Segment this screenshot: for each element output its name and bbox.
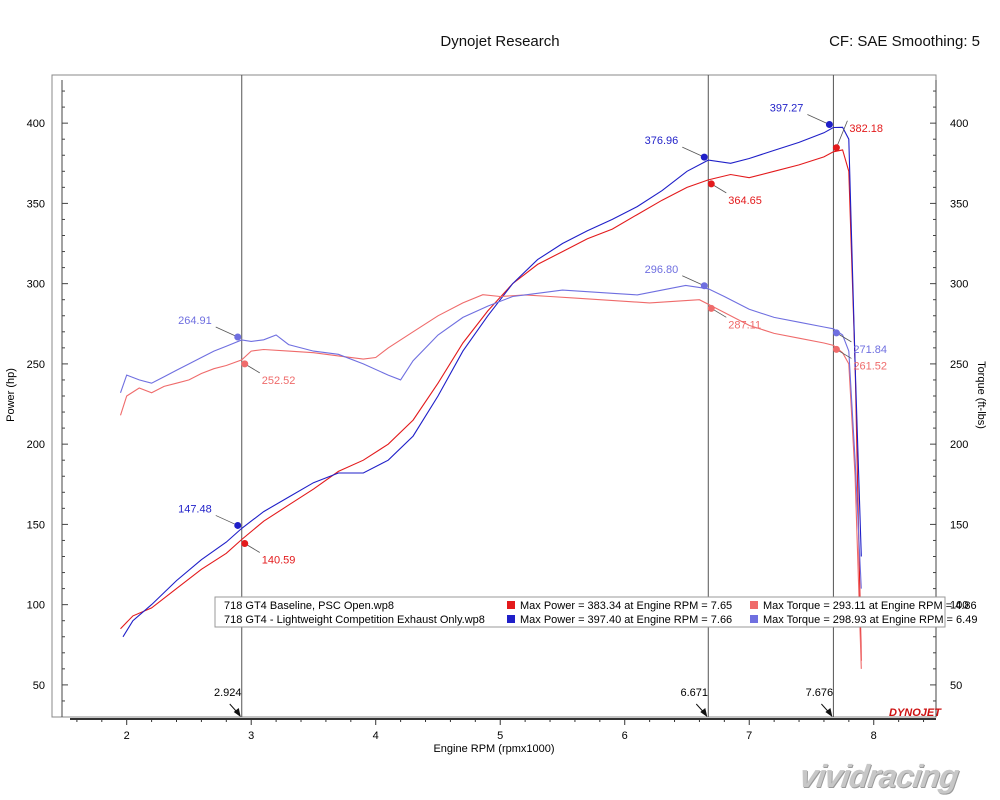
legend-swatch bbox=[750, 601, 758, 609]
annotation-label: 382.18 bbox=[849, 123, 883, 135]
rpm-marker-value: 2.924 bbox=[214, 687, 242, 699]
annotation-leader bbox=[682, 146, 705, 158]
annotation-label: 261.52 bbox=[853, 360, 887, 372]
axes-layer: 2 3 4 5 6 7 8 50 100 150 200 250 300 350 400 50 100 150 20… bbox=[27, 80, 968, 742]
annotation-label: 252.52 bbox=[262, 375, 296, 387]
x-tick-label: 5 bbox=[497, 730, 503, 742]
annotation-label: 147.48 bbox=[178, 503, 212, 515]
x-tick-label: 8 bbox=[871, 730, 877, 742]
series-line-3 bbox=[119, 294, 862, 669]
rpm-marker-arrowhead bbox=[700, 708, 708, 717]
x-tick-label: 4 bbox=[373, 730, 379, 742]
legend-run-label: 718 GT4 - Lightweight Competition Exhaus… bbox=[224, 614, 485, 626]
annotation-arrowhead bbox=[832, 329, 840, 337]
watermark-logo: vividracing bbox=[797, 758, 961, 794]
y2-tick-label: 150 bbox=[950, 519, 968, 531]
series-line-2 bbox=[122, 126, 862, 638]
rpm-marker-value: 7.676 bbox=[806, 687, 834, 699]
y-tick-label: 150 bbox=[27, 519, 45, 531]
y-tick-label: 50 bbox=[33, 680, 45, 692]
y-tick-label: 250 bbox=[27, 359, 45, 371]
annotation-arrowhead bbox=[707, 304, 715, 312]
annotation-leader bbox=[807, 114, 830, 125]
legend-swatch bbox=[507, 601, 515, 609]
rpm-marker-arrowhead bbox=[825, 708, 833, 717]
y2-tick-label: 200 bbox=[950, 439, 968, 451]
annotation-arrowhead bbox=[825, 121, 833, 129]
annotation-label: 296.80 bbox=[645, 264, 679, 276]
legend-swatch bbox=[507, 615, 515, 623]
x-tick-label: 2 bbox=[124, 730, 130, 742]
y2-tick-label: 250 bbox=[950, 359, 968, 371]
x-tick-label: 3 bbox=[248, 730, 254, 742]
y-tick-label: 200 bbox=[27, 439, 45, 451]
y2-tick-label: 50 bbox=[950, 680, 962, 692]
series-line-4 bbox=[119, 284, 862, 589]
annotation-arrowhead bbox=[832, 144, 840, 152]
annotation-label: 376.96 bbox=[645, 135, 679, 147]
correction-factor-label: CF: SAE Smoothing: 5 bbox=[829, 33, 980, 50]
y2-tick-label: 100 bbox=[950, 600, 968, 612]
legend-swatch bbox=[750, 615, 758, 623]
legend-entry-label: Max Torque = 293.11 at Engine RPM = 4.86 bbox=[763, 600, 977, 612]
chart-title: Dynojet Research bbox=[440, 33, 560, 50]
annotation-label: 271.84 bbox=[853, 344, 887, 356]
y-tick-label: 300 bbox=[27, 279, 45, 291]
annotation-arrowhead bbox=[700, 282, 708, 290]
legend-entry-label: Max Power = 397.40 at Engine RPM = 7.66 bbox=[520, 614, 732, 626]
annotation-label: 397.27 bbox=[770, 103, 804, 115]
y2-tick-label: 350 bbox=[950, 198, 968, 210]
series-layer bbox=[119, 126, 862, 669]
annotation-leader bbox=[836, 120, 848, 148]
annotation-arrowhead bbox=[234, 333, 242, 341]
x-tick-label: 6 bbox=[622, 730, 628, 742]
rpm-marker-value: 6.671 bbox=[681, 687, 709, 699]
annotation-leader bbox=[682, 275, 705, 287]
annotation-arrowhead bbox=[700, 153, 708, 161]
y2-axis-label: Torque (ft-lbs) bbox=[975, 361, 987, 429]
annotation-arrowhead bbox=[241, 540, 249, 548]
y2-tick-label: 300 bbox=[950, 279, 968, 291]
rpm-marker-arrowhead bbox=[233, 708, 241, 717]
annotation-leader bbox=[215, 515, 238, 526]
legend-box bbox=[214, 596, 946, 628]
y-axis-label: Power (hp) bbox=[5, 368, 17, 422]
y-tick-label: 350 bbox=[27, 198, 45, 210]
legend: 718 GT4 Baseline, PSC Open.wp8 718 GT4 - … bbox=[214, 596, 977, 628]
annotation-arrowhead bbox=[707, 180, 715, 188]
legend-entry-label: Max Torque = 298.93 at Engine RPM = 6.49 bbox=[763, 614, 977, 626]
y-tick-label: 100 bbox=[27, 600, 45, 612]
y2-tick-label: 400 bbox=[950, 118, 968, 130]
annotation-arrowhead bbox=[234, 521, 242, 529]
annotation-arrowhead bbox=[241, 360, 249, 368]
annotation-label: 264.91 bbox=[178, 315, 212, 327]
x-tick-label: 7 bbox=[746, 730, 752, 742]
annotation-layer: 147.48 140.59 264.91 252.52 376.96 364.65 296.… bbox=[178, 103, 887, 567]
annotation-label: 140.59 bbox=[262, 555, 296, 567]
annotation-leader bbox=[215, 326, 238, 338]
annotation-label: 287.11 bbox=[728, 319, 761, 331]
annotation-label: 364.65 bbox=[728, 195, 762, 207]
legend-run-label: 718 GT4 Baseline, PSC Open.wp8 bbox=[224, 600, 394, 612]
legend-entry-label: Max Power = 383.34 at Engine RPM = 7.65 bbox=[520, 600, 732, 612]
x-axis-label: Engine RPM (rpmx1000) bbox=[433, 743, 554, 755]
y-tick-label: 400 bbox=[27, 118, 45, 130]
series-line-1 bbox=[120, 149, 862, 661]
annotation-arrowhead bbox=[832, 345, 840, 353]
dynojet-logo: DYNOJET bbox=[889, 707, 942, 719]
